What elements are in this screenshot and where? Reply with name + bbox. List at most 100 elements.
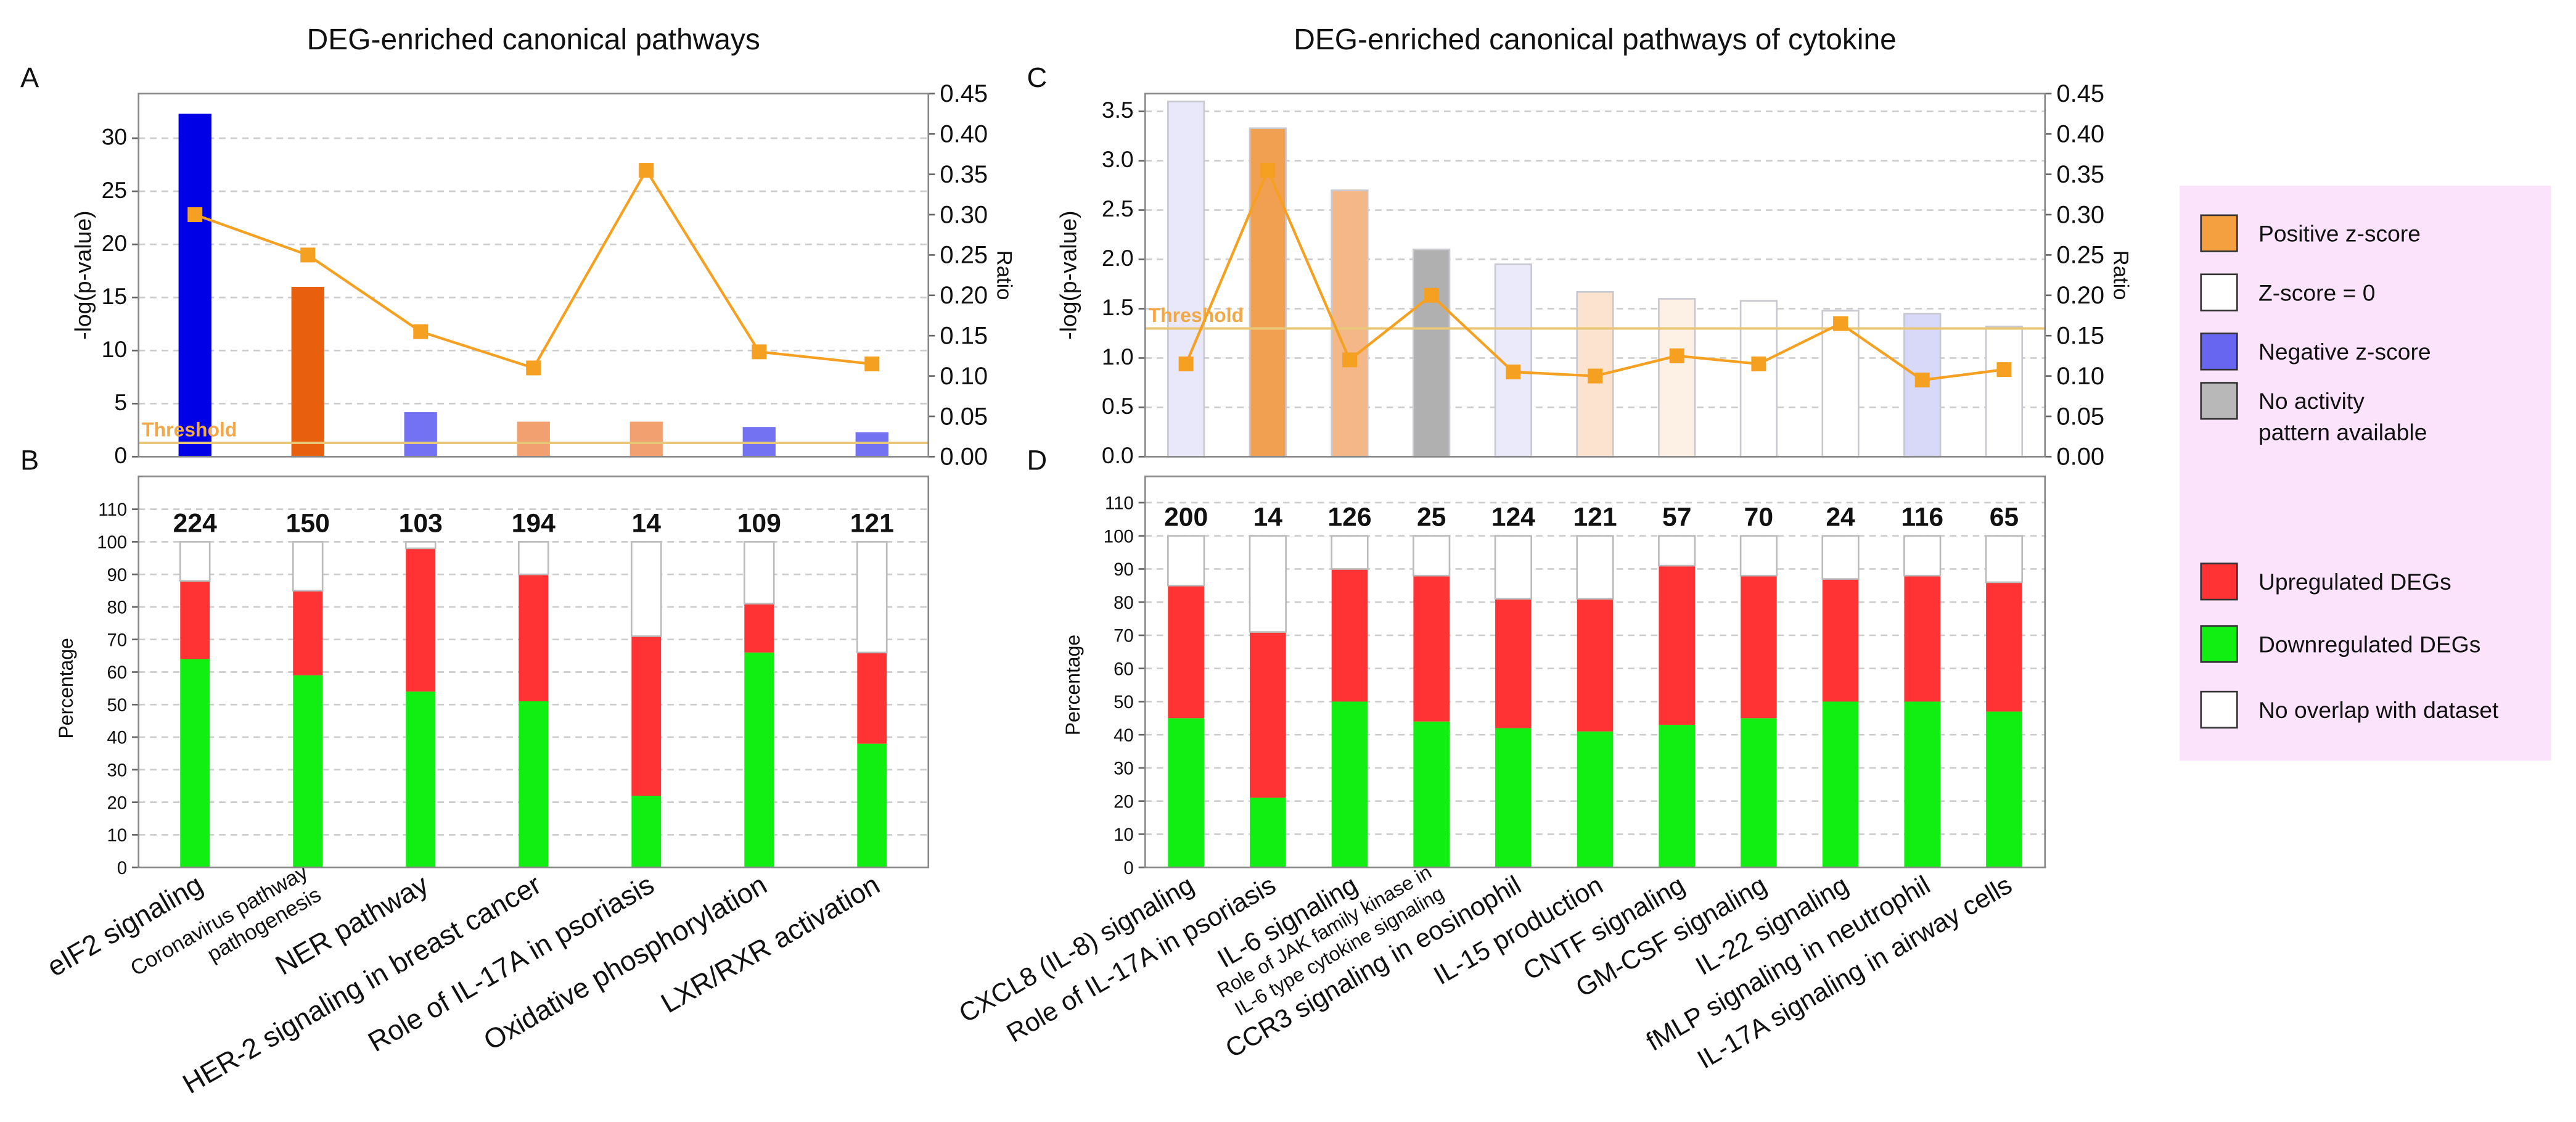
- bar-segment: [1986, 582, 2022, 712]
- bar-segment: [1658, 535, 1696, 567]
- legend-label: Positive z-score: [2258, 220, 2421, 246]
- y2-tick-label: 0.40: [2056, 121, 2104, 148]
- bar: [1658, 298, 1696, 458]
- y2-tick-label: 0.25: [2056, 242, 2104, 269]
- ratio-marker: [526, 360, 541, 376]
- total-label: 70: [1744, 503, 1773, 532]
- y-tick-label: 3.0: [1102, 146, 1134, 172]
- chart-title: DEG-enriched canonical pathways: [307, 23, 760, 56]
- bar-segment: [744, 603, 774, 653]
- y-tick-label: 0.5: [1102, 393, 1134, 419]
- bar-segment: [1249, 535, 1287, 633]
- y-tick-label: 2.0: [1102, 245, 1134, 271]
- total-label: 124: [1491, 503, 1535, 532]
- y-axis-label: Percentage: [1062, 635, 1084, 735]
- y-tick-label: 50: [1114, 692, 1134, 712]
- legend-swatch: [2200, 273, 2238, 311]
- bar-segment: [406, 691, 436, 868]
- bar: [517, 421, 550, 457]
- panel-label: B: [20, 445, 39, 476]
- bar: [404, 412, 437, 457]
- plot-frame: [137, 476, 930, 868]
- legend-swatch: [2200, 332, 2238, 371]
- bar-segment: [1741, 718, 1777, 868]
- y2-tick-label: 0.10: [2056, 363, 2104, 390]
- y-tick-label: 0.0: [1102, 442, 1134, 468]
- ratio-marker: [413, 324, 429, 339]
- bar-segment: [630, 541, 662, 637]
- y-axis-label: -log(p-value): [70, 211, 96, 340]
- bar-segment: [744, 652, 774, 868]
- ratio-marker: [1588, 368, 1603, 384]
- bar-segment: [1413, 721, 1450, 868]
- plot-frame: [137, 93, 930, 458]
- bar-segment: [1576, 535, 1614, 600]
- bar-segment: [519, 701, 549, 868]
- bar-segment: [856, 541, 888, 654]
- y-tick-label: 20: [1114, 791, 1134, 812]
- total-label: 57: [1662, 503, 1691, 532]
- legend-label: Downregulated DEGs: [2258, 631, 2480, 657]
- total-label: 126: [1327, 503, 1371, 532]
- panel-label: A: [20, 62, 39, 93]
- ratio-marker: [300, 247, 316, 263]
- y-axis-label: -log(p-value): [1055, 211, 1081, 340]
- total-label: 150: [286, 508, 330, 538]
- panel-label: C: [1027, 62, 1048, 93]
- y-tick-label: 1.5: [1102, 294, 1134, 320]
- chart-title: DEG-enriched canonical pathways of cytok…: [1294, 23, 1897, 56]
- bar: [1167, 101, 1205, 458]
- y-tick-label: 25: [102, 177, 127, 203]
- total-label: 224: [173, 508, 217, 538]
- total-label: 65: [1990, 503, 2019, 532]
- legend-label: No overlap with dataset: [2258, 697, 2499, 723]
- ratio-marker: [1342, 352, 1357, 368]
- total-label: 121: [850, 508, 894, 538]
- bar-segment: [1331, 701, 1368, 868]
- y-tick-label: 100: [1104, 526, 1134, 547]
- ratio-marker: [1751, 356, 1766, 371]
- legend-swatch: [2200, 625, 2238, 663]
- bar-segment: [180, 580, 210, 659]
- y2-tick-label: 0.35: [2056, 161, 2104, 188]
- y-tick-label: 40: [1114, 725, 1134, 746]
- y-tick-label: 70: [107, 630, 128, 650]
- y-tick-label: 20: [107, 793, 128, 813]
- y2-tick-label: 0.40: [940, 121, 988, 148]
- y-axis-label: Percentage: [55, 638, 77, 738]
- y2-tick-label: 0.05: [2056, 403, 2104, 430]
- y-tick-label: 3.5: [1102, 97, 1134, 123]
- bar-segment: [631, 796, 662, 868]
- bar: [291, 287, 324, 457]
- total-label: 14: [1253, 503, 1283, 532]
- y2-tick-label: 0.15: [940, 323, 988, 350]
- bar-segment: [857, 652, 887, 744]
- bar: [1249, 127, 1287, 458]
- bar-segment: [1904, 575, 1941, 702]
- y-tick-label: 40: [107, 728, 128, 748]
- bar-segment: [1739, 535, 1778, 577]
- y2-tick-label: 0.45: [2056, 80, 2104, 107]
- legend-label: Negative z-score: [2258, 339, 2431, 365]
- ratio-marker: [1996, 362, 2012, 377]
- bar: [630, 421, 663, 457]
- total-label: 24: [1826, 503, 1855, 532]
- bar-segment: [292, 541, 324, 592]
- legend-label-line: No activity: [2258, 388, 2365, 414]
- bar-segment: [1741, 575, 1777, 719]
- y-tick-label: 0: [1123, 858, 1133, 878]
- ratio-marker: [1833, 316, 1848, 331]
- bar-segment: [293, 590, 323, 675]
- bar-segment: [1331, 569, 1368, 702]
- y-tick-label: 5: [114, 389, 127, 415]
- bar-segment: [1494, 535, 1532, 600]
- y-tick-label: 80: [1114, 593, 1134, 613]
- legend-swatch: [2200, 563, 2238, 601]
- bar-segment: [179, 541, 211, 582]
- ratio-marker: [1178, 356, 1194, 371]
- threshold-label: Threshold: [1149, 304, 1244, 326]
- bar-segment: [1495, 728, 1532, 868]
- bar-segment: [1331, 535, 1369, 570]
- bar-segment: [1413, 535, 1451, 577]
- bar-segment: [1250, 798, 1286, 868]
